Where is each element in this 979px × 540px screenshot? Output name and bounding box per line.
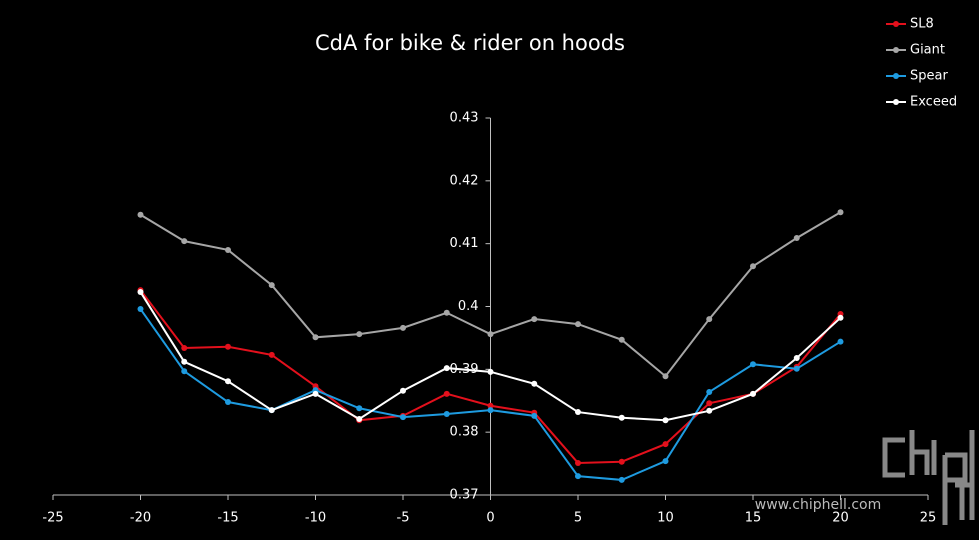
data-point [356, 331, 363, 338]
data-point [400, 414, 406, 421]
data-point [575, 473, 581, 480]
data-point [443, 309, 450, 316]
data-point [443, 365, 450, 372]
data-point [793, 355, 800, 362]
legend-marker [893, 99, 899, 105]
y-tick-label: 0.43 [450, 111, 479, 126]
x-tick-label: 15 [745, 511, 762, 526]
data-point [181, 358, 188, 365]
x-tick-label: -10 [305, 511, 326, 526]
legend-label: Giant [910, 43, 945, 58]
data-point [268, 282, 275, 289]
x-tick-label: -15 [217, 511, 238, 526]
data-point [225, 399, 231, 406]
y-tick-label: 0.4 [458, 299, 479, 314]
data-point [531, 412, 538, 419]
legend-marker [893, 21, 899, 27]
data-point [137, 211, 144, 218]
legend-label: SL8 [910, 17, 934, 32]
data-point [575, 409, 581, 416]
logo [882, 430, 975, 525]
data-point [487, 402, 494, 409]
data-point [312, 334, 319, 341]
x-tick-label: 25 [920, 511, 937, 526]
data-point [487, 368, 494, 375]
data-point [706, 316, 713, 323]
data-point [575, 321, 581, 328]
data-point [618, 336, 625, 343]
x-tick-label: 0 [486, 511, 494, 526]
legend-marker [893, 73, 899, 79]
data-point [706, 388, 713, 395]
data-point [618, 414, 625, 421]
legend-marker [893, 47, 899, 53]
data-point [706, 407, 713, 414]
legend-label: Exceed [910, 95, 957, 110]
data-point [443, 410, 450, 417]
data-point [575, 459, 581, 466]
data-point [137, 289, 144, 296]
data-point [793, 235, 800, 242]
data-point [662, 373, 669, 380]
data-point [750, 263, 756, 270]
data-point [618, 476, 625, 483]
watermark: www.chiphell.com [755, 497, 881, 513]
x-tick-label: 20 [832, 511, 849, 526]
data-point [750, 390, 756, 397]
data-point [268, 351, 275, 358]
data-point [312, 390, 319, 397]
data-point [618, 458, 625, 465]
data-point [181, 238, 188, 245]
x-tick-label: 10 [657, 511, 674, 526]
data-point [181, 368, 188, 375]
data-point [531, 316, 538, 323]
data-point [837, 209, 844, 216]
y-tick-label: 0.37 [450, 488, 479, 503]
data-point [400, 387, 406, 394]
y-tick-label: 0.38 [450, 425, 479, 440]
data-point [400, 324, 406, 331]
legend-label: Spear [910, 69, 948, 84]
data-point [487, 407, 494, 414]
data-point [837, 314, 844, 321]
data-point [793, 365, 800, 372]
data-point [662, 441, 669, 448]
data-point [531, 380, 538, 387]
data-point [356, 415, 363, 422]
data-point [837, 338, 844, 345]
y-tick-label: 0.41 [450, 236, 479, 251]
x-tick-label: -25 [42, 511, 63, 526]
data-point [356, 405, 363, 412]
y-tick-label: 0.42 [450, 173, 479, 188]
data-point [706, 400, 713, 407]
data-point [225, 343, 231, 350]
data-point [137, 306, 144, 313]
x-tick-label: 5 [574, 511, 582, 526]
data-point [487, 331, 494, 338]
data-point [225, 246, 231, 253]
data-point [662, 417, 669, 424]
data-point [750, 361, 756, 368]
data-point [662, 458, 669, 465]
data-point [181, 344, 188, 351]
data-point [225, 378, 231, 385]
data-point [443, 390, 450, 397]
x-tick-label: -5 [397, 511, 410, 526]
chart-title: CdA for bike & rider on hoods [315, 31, 625, 55]
data-point [268, 407, 275, 414]
x-tick-label: -20 [130, 511, 151, 526]
